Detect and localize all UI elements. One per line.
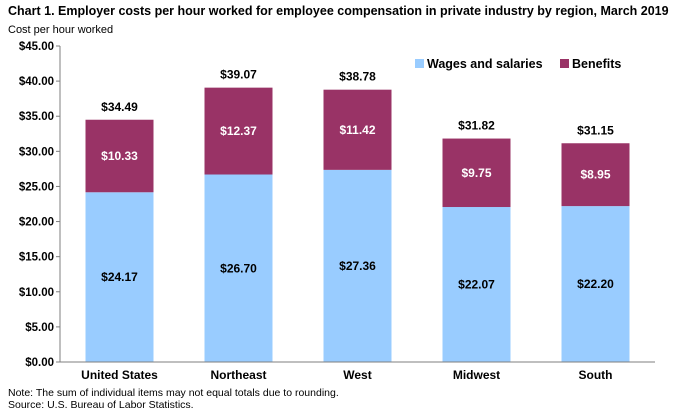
y-axis: $0.00 $5.00 $10.00 $15.00 $20.00 $25.00 $30.00…: [19, 41, 61, 369]
y-tick-label: $35.00: [19, 111, 54, 123]
x-axis: United States Northeast West Midwest South: [60, 361, 655, 382]
bar-value-label: $12.37: [220, 124, 257, 138]
y-tick-label: $20.00: [19, 217, 54, 229]
legend-swatch-wages: [415, 59, 424, 68]
bars-group: $24.17 $10.33 $34.49 $26.70 $12.37 $39.07 $27.…: [85, 68, 630, 362]
legend-swatch-benefits: [560, 59, 569, 68]
bar-segment-wages: [561, 206, 630, 362]
chart-title: Chart 1. Employer costs per hour worked …: [8, 4, 669, 18]
y-tick-label: $45.00: [19, 41, 54, 53]
bar-segment-benefits: [323, 89, 392, 170]
bar-value-label: $27.36: [339, 259, 376, 273]
y-tick-label: $0.00: [25, 357, 54, 369]
x-tick-label: Midwest: [453, 368, 500, 382]
bar-value-label: $24.17: [101, 270, 138, 284]
bar-total-label: $31.82: [458, 119, 495, 133]
bar-total-label: $34.49: [101, 100, 138, 114]
y-tick-label: $5.00: [25, 322, 54, 334]
note-text: Note: The sum of individual items may no…: [8, 387, 339, 399]
bar-segment-wages: [442, 207, 511, 362]
bar-value-label: $22.07: [458, 278, 495, 292]
bar-segment-benefits: [561, 143, 630, 207]
y-tick-label: $10.00: [19, 287, 54, 299]
y-tick-label: $30.00: [19, 146, 54, 158]
bar-value-label: $22.20: [577, 277, 614, 291]
bar-value-label: $11.42: [339, 123, 375, 137]
bar-segment-benefits: [85, 119, 154, 193]
bar-value-label: $10.33: [101, 149, 138, 163]
bar-value-label: $26.70: [220, 261, 257, 275]
y-tick-label: $15.00: [19, 252, 54, 264]
bar-segment-benefits: [442, 138, 511, 208]
x-tick-label: United States: [81, 368, 158, 382]
y-axis-label: Cost per hour worked: [8, 24, 114, 36]
bar-total-label: $39.07: [220, 68, 257, 82]
bar-segment-benefits: [204, 87, 273, 175]
legend-label: Benefits: [572, 57, 621, 71]
y-tick-label: $40.00: [19, 76, 54, 88]
bar-value-label: $8.95: [580, 168, 610, 182]
bar-total-label: $31.15: [577, 123, 614, 137]
bar-segment-wages: [204, 174, 273, 362]
x-tick-label: Northeast: [210, 368, 266, 382]
bar-segment-wages: [323, 169, 392, 362]
x-tick-label: South: [579, 368, 613, 382]
source-text: Source: U.S. Bureau of Labor Statistics.: [8, 399, 194, 411]
legend: Wages and salaries Benefits: [415, 57, 621, 71]
bar-total-label: $38.78: [339, 70, 376, 84]
x-tick-label: West: [343, 368, 371, 382]
y-tick-label: $25.00: [19, 181, 54, 193]
bar-segment-wages: [85, 192, 154, 362]
bar-value-label: $9.75: [461, 166, 491, 180]
legend-label: Wages and salaries: [427, 57, 543, 71]
